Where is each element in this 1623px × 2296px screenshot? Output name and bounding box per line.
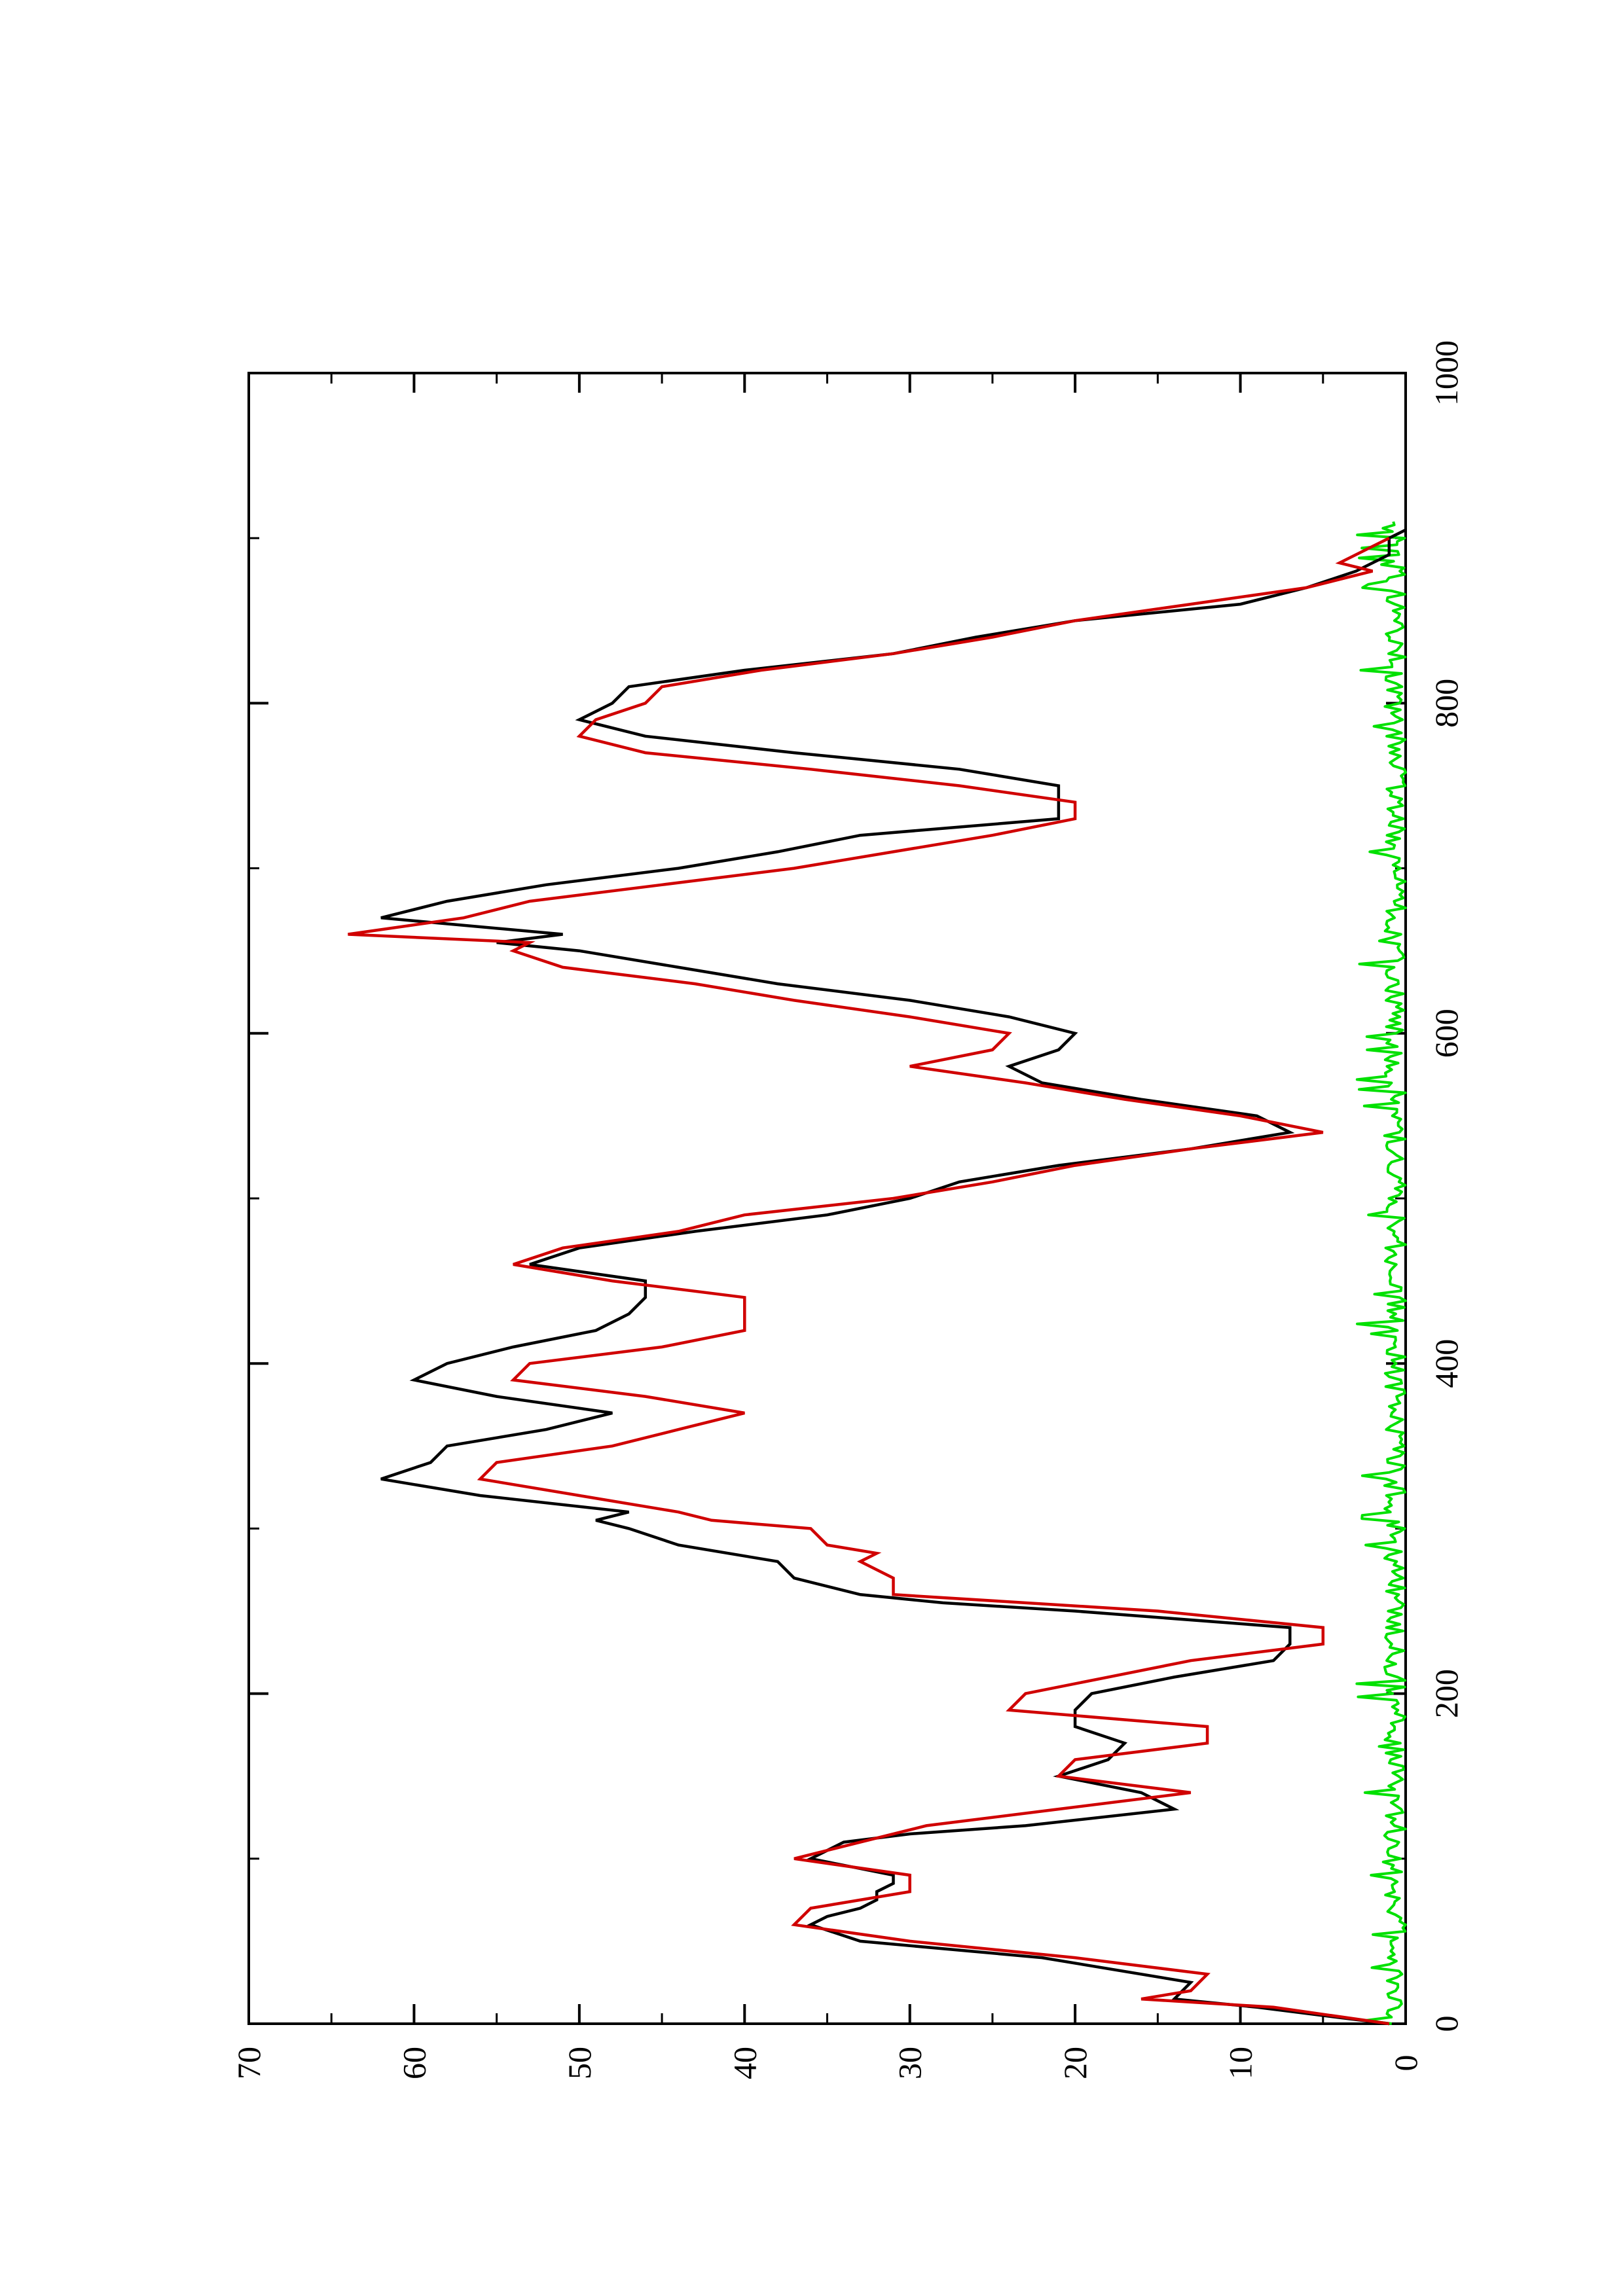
plot-frame	[247, 372, 1407, 2025]
y-tick-label: 20	[1057, 2047, 1093, 2079]
series-black-line	[380, 528, 1407, 2026]
x-tick-label: 0	[1428, 2016, 1465, 2032]
x-tick-label: 800	[1428, 679, 1465, 728]
series-green-line	[1355, 521, 1407, 2025]
x-tick-label: 400	[1428, 1339, 1465, 1388]
y-tick-label: 10	[1222, 2047, 1259, 2079]
y-tick-label: 50	[561, 2047, 598, 2079]
y-tick-label: 70	[230, 2047, 267, 2079]
y-tick-label: 60	[395, 2047, 432, 2079]
y-tick-label: 40	[726, 2047, 763, 2079]
chart-series	[348, 521, 1407, 2026]
axis-tick-labels: 0 200 400 600 800 1000 0 10 20 30 40 50 60 70	[230, 340, 1465, 2079]
y-tick-label: 0	[1387, 2055, 1424, 2072]
x-tick-label: 600	[1428, 1009, 1465, 1058]
x-tick-label: 1000	[1428, 340, 1465, 406]
series-red-line	[348, 537, 1390, 2026]
x-tick-label: 200	[1428, 1669, 1465, 1718]
axis-ticks	[247, 372, 1407, 2025]
y-tick-label: 30	[892, 2047, 928, 2079]
